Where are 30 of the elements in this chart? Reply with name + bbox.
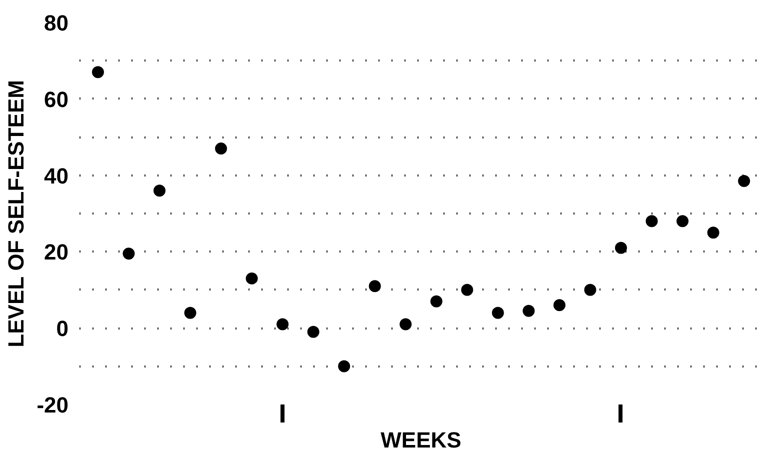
point: [430, 295, 442, 308]
point: [92, 66, 104, 78]
point: [153, 184, 166, 197]
point: [307, 326, 320, 338]
point: [492, 306, 504, 319]
point: [246, 272, 258, 284]
y-tick-label: 0: [56, 316, 69, 342]
point: [522, 304, 535, 317]
point: [676, 215, 689, 228]
y-tick-label: 80: [44, 10, 69, 36]
point: [584, 284, 596, 296]
y-tick-label: 40: [44, 163, 69, 188]
y-tick-label: 20: [44, 240, 69, 265]
point: [646, 215, 658, 228]
point: [122, 248, 135, 260]
y-tick-label: -20: [36, 392, 68, 418]
point: [553, 299, 566, 312]
x-axis-title: WEEKS: [380, 428, 462, 452]
point: [707, 226, 720, 239]
y-tick-label: 60: [44, 86, 69, 112]
point: [368, 280, 381, 292]
point: [400, 318, 412, 330]
point: [215, 142, 228, 155]
point: [184, 306, 196, 319]
y-axis-title: LEVEL OF SELF-ESTEEM: [4, 80, 29, 348]
point: [614, 242, 627, 254]
point: [338, 360, 350, 372]
point: [738, 175, 750, 188]
point: [461, 284, 474, 296]
point: [276, 318, 289, 330]
